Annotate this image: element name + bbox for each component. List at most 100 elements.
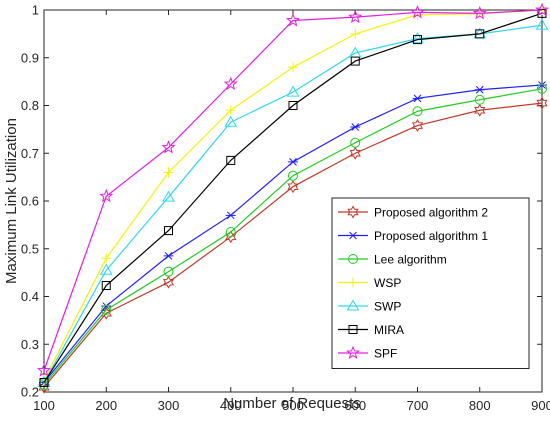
y-tick-label: 0.2 [21, 385, 39, 400]
data-point [225, 105, 236, 116]
data-point [161, 140, 176, 154]
data-point [350, 123, 361, 131]
data-point [163, 252, 174, 260]
data-point [350, 28, 361, 39]
data-point [99, 263, 113, 275]
y-tick-label: 1 [32, 3, 39, 18]
data-point [411, 32, 424, 44]
x-tick-label: 400 [220, 398, 242, 413]
y-tick-label: 0.9 [21, 50, 39, 65]
data-point [349, 146, 361, 160]
y-tick-label: 0.3 [21, 337, 39, 352]
data-point [224, 115, 238, 127]
data-point [474, 85, 485, 94]
data-point [474, 103, 486, 117]
legend-label: WSP [374, 276, 401, 290]
data-point [163, 266, 174, 277]
data-point [288, 62, 298, 73]
data-point [164, 226, 173, 236]
data-point [413, 35, 422, 45]
legend-label: SPF [374, 347, 397, 361]
data-point [345, 345, 361, 359]
legend-entry: MIRA [338, 323, 404, 337]
y-tick-label: 0.6 [21, 194, 39, 209]
data-point [162, 275, 175, 289]
data-point [36, 363, 52, 377]
data-point [412, 94, 423, 103]
x-axis: 100 200 300 400 500 600 700 800 900 [33, 10, 550, 413]
x-tick-label: 500 [282, 398, 304, 413]
legend-entry: Proposed algorithm 1 [338, 229, 488, 243]
y-axis-title: Maximum Link Utilization [3, 118, 20, 284]
data-point [162, 190, 175, 202]
data-point [537, 8, 547, 18]
data-point [348, 254, 358, 264]
series [39, 81, 547, 387]
series-line [43, 12, 543, 383]
data-point [101, 281, 111, 291]
data-point [225, 230, 237, 244]
data-point [288, 170, 298, 181]
data-point [288, 157, 298, 166]
data-point [537, 83, 547, 94]
series [36, 2, 550, 377]
data-point [226, 155, 236, 165]
data-point [412, 106, 423, 117]
series-line [43, 9, 543, 371]
legend-entry: Lee algorithm [338, 253, 447, 267]
data-point [223, 76, 238, 90]
data-point [286, 85, 300, 97]
data-point [350, 56, 360, 66]
y-tick-label: 0.7 [21, 146, 39, 161]
y-tick-label: 0.8 [21, 98, 39, 113]
x-tick-label: 800 [469, 398, 491, 413]
legend-entry: SPF [338, 345, 397, 361]
series [39, 8, 547, 387]
y-axis: 0.2 0.3 0.4 0.5 0.6 0.7 0.8 0.9 1 [21, 3, 542, 400]
data-point [225, 227, 236, 238]
legend-label: SWP [374, 300, 401, 314]
data-point [474, 94, 485, 105]
series-group [36, 2, 550, 394]
data-point [285, 13, 301, 27]
data-point [350, 137, 361, 148]
data-point [39, 377, 49, 387]
legend-entry: Proposed algorithm 2 [338, 206, 488, 220]
data-point [410, 5, 425, 19]
x-tick-label: 100 [33, 398, 55, 413]
data-point [348, 277, 358, 288]
legend-box [331, 197, 530, 369]
data-point [99, 188, 114, 203]
x-tick-label: 600 [344, 398, 366, 413]
data-point [347, 205, 359, 219]
data-point [225, 211, 236, 220]
legend-label: Proposed algorithm 2 [374, 206, 488, 220]
legend-entry: WSP [338, 276, 401, 290]
legend-label: Lee algorithm [374, 253, 447, 267]
data-point [346, 299, 360, 311]
series-line [43, 88, 543, 386]
legend: Proposed algorithm 2 Proposed algorithm 1… [331, 197, 530, 369]
data-point [163, 167, 174, 178]
data-point [535, 18, 549, 30]
data-point [348, 325, 358, 334]
data-point [472, 5, 487, 20]
legend-entry: SWP [338, 300, 401, 314]
series-line [43, 102, 543, 388]
data-point [101, 253, 112, 264]
data-point [537, 81, 547, 89]
x-tick-label: 200 [95, 398, 117, 413]
x-axis-title: Number of Requests [223, 395, 361, 412]
data-point [287, 180, 299, 194]
y-tick-label: 0.5 [21, 241, 39, 256]
x-tick-label: 900 [531, 398, 550, 413]
y-tick-label: 0.4 [21, 289, 39, 304]
x-tick-label: 300 [158, 398, 180, 413]
data-point [288, 101, 298, 110]
legend-label: Proposed algorithm 1 [374, 229, 488, 243]
data-point [101, 304, 112, 315]
data-point [536, 96, 548, 110]
legend-label: MIRA [374, 323, 404, 337]
data-point [475, 29, 485, 39]
